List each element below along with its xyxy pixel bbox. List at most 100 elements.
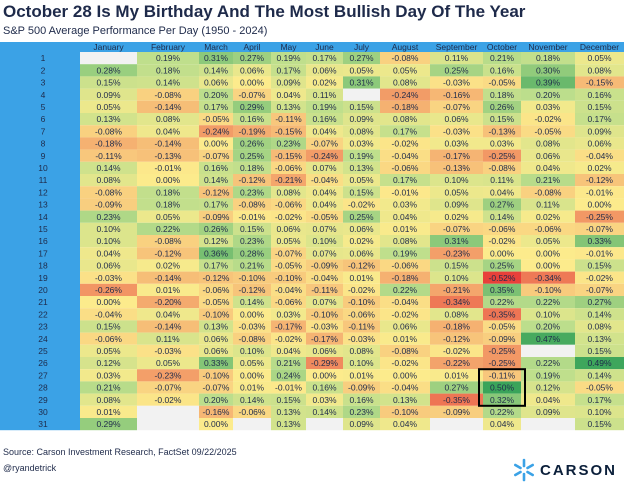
cell-value: 0.09% — [587, 126, 612, 136]
day-label: 24 — [38, 334, 48, 344]
heatmap-cell — [137, 381, 199, 394]
cell-value: -0.09% — [311, 261, 338, 271]
heatmap-cell — [575, 100, 624, 113]
heatmap-cell — [199, 52, 233, 65]
cell-value: -0.12% — [239, 285, 266, 295]
heatmap-cell — [306, 283, 343, 296]
empty-cell — [521, 344, 575, 357]
cell-value: -0.01% — [275, 383, 302, 393]
heatmap-cell — [575, 247, 624, 260]
heatmap-cell — [380, 405, 430, 418]
day-column-band — [0, 42, 80, 431]
cell-value: 0.24% — [276, 370, 301, 380]
heatmap-cell — [233, 259, 271, 272]
heatmap-cell — [575, 271, 624, 284]
heatmap-cell — [521, 357, 575, 370]
heatmap-cell — [380, 235, 430, 248]
heatmap-cell — [199, 64, 233, 77]
day-label: 5 — [41, 102, 46, 112]
cell-value: 0.08% — [393, 114, 418, 124]
cell-value: 0.17% — [587, 114, 612, 124]
cell-value: 0.23% — [240, 236, 265, 246]
cell-value: 0.14% — [587, 370, 612, 380]
heatmap-cell — [137, 161, 199, 174]
heatmap-cell — [199, 271, 233, 284]
heatmap-cell — [271, 381, 306, 394]
cell-value: 0.03% — [312, 395, 337, 405]
cell-value: -0.13% — [489, 126, 516, 136]
cell-value: 0.06% — [204, 334, 229, 344]
cell-value: 0.08% — [276, 187, 301, 197]
heatmap-cell — [137, 235, 199, 248]
cell-value: -0.06% — [275, 163, 302, 173]
highlight-box — [478, 368, 526, 407]
day-label: 18 — [38, 261, 48, 271]
heatmap-cell — [343, 113, 380, 126]
cell-value: -0.12% — [155, 248, 182, 258]
cell-value: -0.10% — [239, 273, 266, 283]
day-label: 16 — [38, 236, 48, 246]
heatmap-cell — [137, 149, 199, 162]
heatmap-cell — [80, 332, 137, 345]
cell-value: 0.14% — [490, 212, 515, 222]
heatmap-cell — [575, 332, 624, 345]
heatmap-cell — [483, 52, 521, 65]
cell-value: -0.06% — [275, 297, 302, 307]
heatmap-cell — [199, 210, 233, 223]
cell-value: 0.04% — [490, 419, 515, 429]
heatmap-cell — [137, 64, 199, 77]
heatmap-cell — [430, 235, 483, 248]
heatmap-cell — [430, 88, 483, 101]
heatmap-cell — [483, 332, 521, 345]
heatmap-cell — [80, 418, 137, 431]
cell-value: 0.17% — [204, 261, 229, 271]
heatmap-cell — [306, 332, 343, 345]
cell-value: -0.11% — [95, 151, 122, 161]
heatmap-cell — [380, 100, 430, 113]
cell-value: 0.12% — [96, 358, 121, 368]
heatmap-cell — [233, 64, 271, 77]
cell-value: -0.07% — [443, 224, 470, 234]
heatmap-cell — [233, 210, 271, 223]
heatmap-cell — [233, 113, 271, 126]
cell-value: 0.10% — [587, 407, 612, 417]
heatmap-cell — [306, 393, 343, 406]
day-label: 29 — [38, 395, 48, 405]
heatmap-cell — [343, 235, 380, 248]
cell-value: 0.02% — [312, 78, 337, 88]
cell-value: -0.29% — [311, 358, 338, 368]
cell-value: 0.21% — [276, 358, 301, 368]
cell-value: 0.08% — [156, 114, 181, 124]
cell-value: 0.00% — [240, 370, 265, 380]
heatmap-cell — [271, 174, 306, 187]
heatmap-cell — [575, 113, 624, 126]
heatmap-cell — [430, 198, 483, 211]
cell-value: 0.18% — [536, 53, 561, 63]
heatmap-cell — [521, 125, 575, 138]
cell-value: -0.07% — [203, 383, 230, 393]
heatmap-cell — [380, 174, 430, 187]
heatmap-cell — [199, 405, 233, 418]
cell-value: 0.10% — [312, 236, 337, 246]
cell-value: -0.04% — [275, 285, 302, 295]
heatmap-cell — [199, 76, 233, 89]
cell-value: 0.22% — [490, 407, 515, 417]
heatmap-cell — [430, 259, 483, 272]
cell-value: -0.03% — [443, 78, 470, 88]
cell-value: 0.08% — [393, 236, 418, 246]
cell-value: 0.29% — [240, 102, 265, 112]
heatmap-cell — [343, 405, 380, 418]
cell-value: 0.25% — [349, 212, 374, 222]
heatmap-cell — [271, 125, 306, 138]
heatmap-cell — [343, 52, 380, 65]
heatmap-cell — [483, 210, 521, 223]
cell-value: 0.05% — [240, 358, 265, 368]
cell-value: -0.02% — [275, 334, 302, 344]
month-header-june: June — [315, 42, 334, 52]
cell-value: -0.05% — [489, 322, 516, 332]
cell-value: 0.04% — [536, 163, 561, 173]
cell-value: 0.15% — [587, 102, 612, 112]
empty-cell — [521, 418, 575, 431]
cell-value: 0.39% — [536, 78, 561, 88]
cell-value: 0.21% — [240, 261, 265, 271]
